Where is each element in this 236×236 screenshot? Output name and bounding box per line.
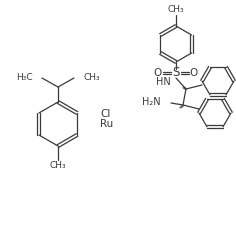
Text: Ru: Ru [100,119,113,129]
Text: S: S [172,67,180,80]
Text: O: O [190,68,198,78]
Text: Cl: Cl [100,109,110,119]
Text: H₃C: H₃C [16,72,33,81]
Text: H₂N: H₂N [142,97,161,107]
Text: CH₃: CH₃ [83,72,100,81]
Text: O: O [154,68,162,78]
Text: HN: HN [156,77,171,87]
Text: CH₃: CH₃ [168,4,184,13]
Text: CH₃: CH₃ [50,161,66,170]
